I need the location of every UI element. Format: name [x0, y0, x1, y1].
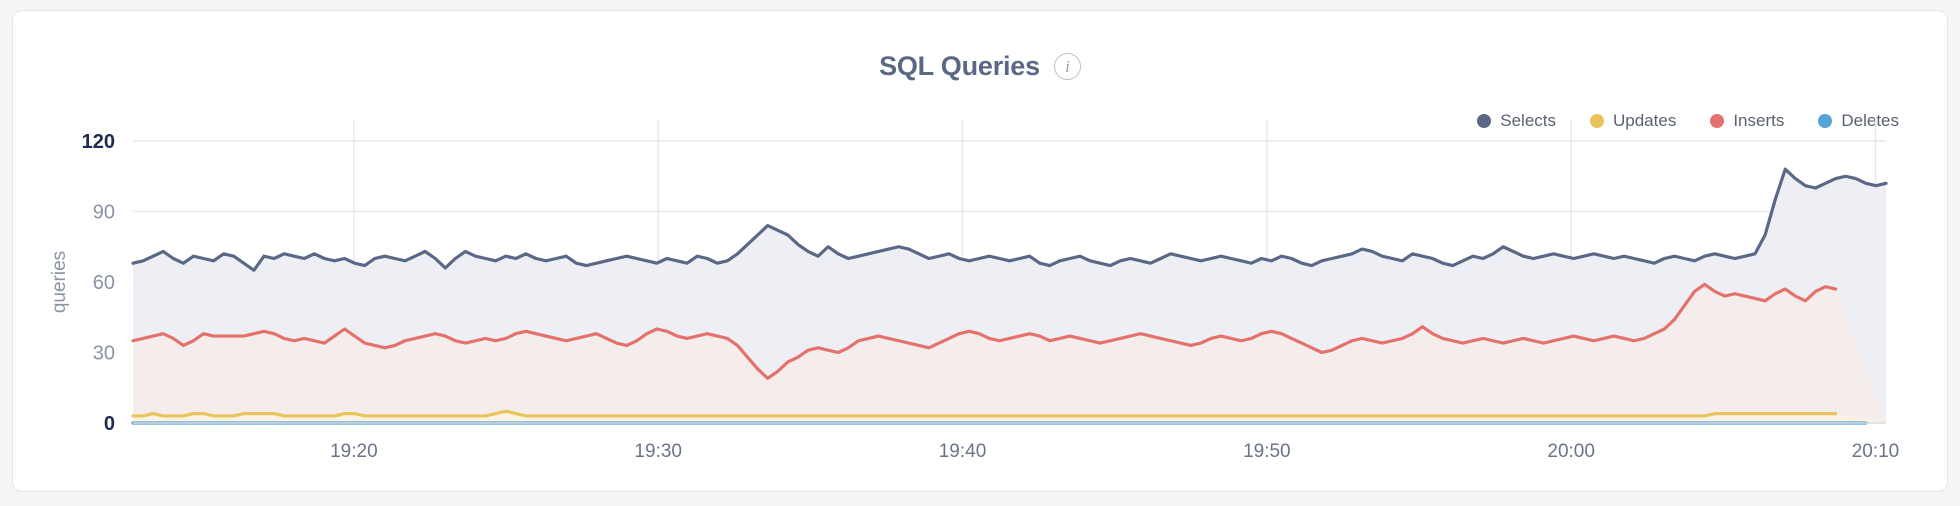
legend-label: Selects — [1500, 111, 1556, 130]
y-axis-tick-label: 60 — [93, 272, 115, 294]
chart-legend: Selects Updates Inserts Deletes — [1477, 111, 1899, 131]
x-axis-tick-label: 19:20 — [330, 441, 378, 462]
series-line-selects[interactable] — [131, 167, 1888, 272]
chart-header: SQL Queries i — [13, 51, 1947, 82]
legend-item-deletes[interactable]: Deletes — [1818, 111, 1899, 131]
page-title: SQL Queries — [879, 51, 1040, 81]
x-axis-tick-label: 19:40 — [939, 441, 987, 462]
legend-label: Inserts — [1733, 111, 1785, 130]
x-axis-tick-label: 20:10 — [1852, 441, 1900, 462]
x-axis-tick-label: 19:50 — [1243, 441, 1291, 462]
legend-swatch-updates — [1590, 114, 1604, 128]
legend-item-selects[interactable]: Selects — [1477, 111, 1556, 131]
chart-plot-area: 0 30 60 90 120 19:20 19:30 19:40 19:50 20:00 20:10… — [13, 11, 1947, 491]
series-line-inserts[interactable] — [131, 282, 1838, 380]
y-axis-title: queries — [49, 251, 70, 313]
sql-queries-chart[interactable]: 0 30 60 90 120 19:20 19:30 19:40 19:50 20:00 20:10… — [13, 11, 1948, 491]
series-area-inserts — [133, 284, 1886, 423]
legend-item-inserts[interactable]: Inserts — [1710, 111, 1784, 131]
legend-swatch-deletes — [1818, 114, 1833, 128]
y-axis-tick-label: 30 — [93, 343, 115, 365]
legend-swatch-selects — [1477, 114, 1492, 128]
legend-label: Deletes — [1841, 111, 1899, 130]
sql-queries-card: SQL Queries i Selects Updates Inserts Delet… — [12, 10, 1948, 492]
y-axis-tick-label: 0 — [104, 413, 115, 435]
x-axis-tick-label: 19:30 — [634, 441, 682, 462]
info-icon[interactable]: i — [1053, 53, 1081, 80]
y-axis-tick-label: 90 — [93, 202, 115, 224]
legend-label: Updates — [1613, 111, 1677, 130]
series-line-updates[interactable] — [131, 409, 1838, 418]
legend-swatch-inserts — [1710, 114, 1725, 128]
y-axis-tick-label: 120 — [82, 131, 115, 153]
legend-item-updates[interactable]: Updates — [1590, 111, 1676, 131]
x-axis-tick-label: 20:00 — [1547, 441, 1595, 462]
